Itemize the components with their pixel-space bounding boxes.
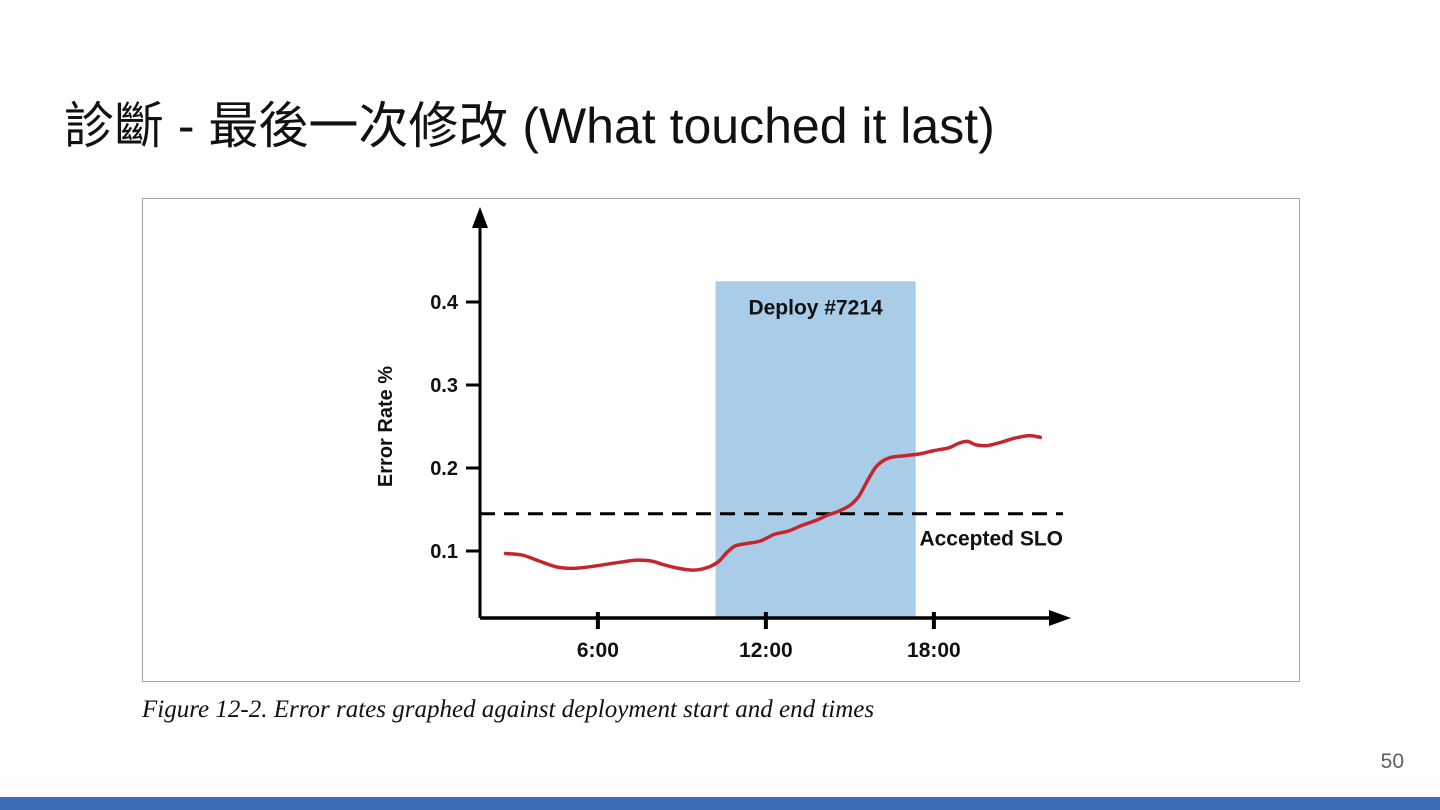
svg-text:18:00: 18:00 bbox=[907, 639, 961, 662]
page-number: 50 bbox=[1380, 750, 1404, 773]
figure-box: Deploy #7214 0.1 0.2 0.3 0.4 6:00 12:00 18:00 Er… bbox=[142, 198, 1300, 682]
svg-text:Accepted SLO: Accepted SLO bbox=[919, 528, 1063, 551]
bottom-accent-bar bbox=[0, 797, 1440, 810]
svg-text:0.1: 0.1 bbox=[430, 541, 458, 563]
svg-text:6:00: 6:00 bbox=[577, 639, 619, 662]
svg-text:Error Rate %: Error Rate % bbox=[375, 366, 397, 487]
error-rate-chart: Deploy #7214 0.1 0.2 0.3 0.4 6:00 12:00 18:00 Er… bbox=[375, 207, 1071, 662]
figure-caption: Figure 12-2. Error rates graphed against… bbox=[142, 696, 875, 723]
svg-text:Deploy #7214: Deploy #7214 bbox=[748, 296, 883, 319]
svg-text:12:00: 12:00 bbox=[739, 639, 793, 662]
svg-text:0.2: 0.2 bbox=[430, 458, 458, 480]
svg-text:0.4: 0.4 bbox=[430, 292, 459, 314]
svg-text:0.3: 0.3 bbox=[430, 375, 458, 397]
slide-title: 診斷 - 最後一次修改 (What touched it last) bbox=[64, 98, 995, 154]
